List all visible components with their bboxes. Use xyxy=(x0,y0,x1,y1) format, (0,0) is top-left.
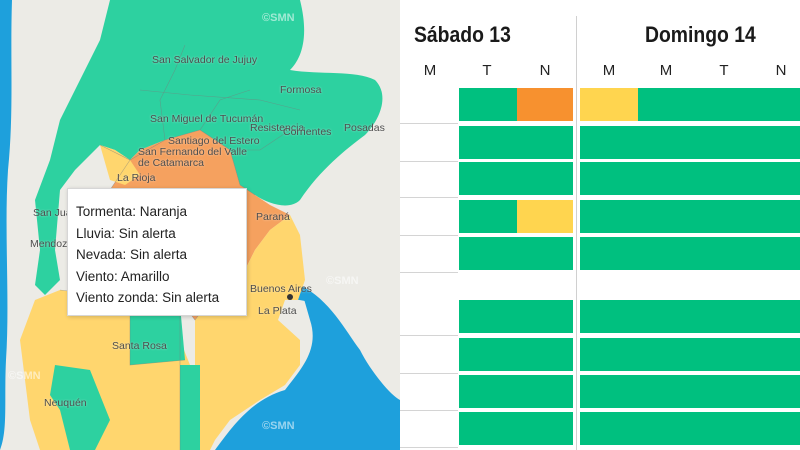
tooltip-line-nevada: Nevada: Sin alerta xyxy=(76,247,188,263)
alert-cell-sat-n xyxy=(517,412,573,445)
alert-cell-sat-t xyxy=(459,88,517,121)
alert-cell-sun-rest xyxy=(638,200,800,233)
alert-cell-sat-n xyxy=(517,375,573,408)
alert-cell-sun-m xyxy=(580,300,638,333)
alert-cell-sun-rest xyxy=(638,88,800,121)
row-separator xyxy=(400,410,458,411)
city-label: Santa Rosa xyxy=(112,340,167,352)
alert-cell-sat-n xyxy=(517,162,573,195)
alert-cell-sun-m xyxy=(580,237,638,270)
tooltip-line-lluvia: Lluvia: Sin alerta xyxy=(76,225,176,241)
alert-cell-sat-t xyxy=(459,162,517,195)
city-label: Buenos Aires xyxy=(250,283,312,295)
alert-cell-sun-m xyxy=(580,200,638,233)
alert-cell-sat-n xyxy=(517,300,573,333)
tooltip-line-tormenta: Tormenta: Naranja xyxy=(76,204,188,219)
alert-cell-sun-rest xyxy=(638,412,800,445)
column-header: T xyxy=(482,62,492,79)
city-label: Corrientes xyxy=(283,126,332,138)
city-label: Mendoza xyxy=(30,238,74,250)
row-separator xyxy=(400,272,458,273)
alert-cell-sat-t xyxy=(459,126,517,159)
row-separator xyxy=(400,161,458,162)
row-separator xyxy=(400,235,458,236)
day-header-saturday: Sábado 13 xyxy=(414,22,511,47)
alert-cell-sat-n xyxy=(517,126,573,159)
alert-cell-sun-m xyxy=(580,375,638,408)
column-header: T xyxy=(719,62,729,79)
alert-cell-sun-rest xyxy=(638,237,800,270)
alert-cell-sun-rest xyxy=(638,375,800,408)
alert-cell-sat-n xyxy=(517,200,573,233)
row-separator xyxy=(400,373,458,374)
column-header: N xyxy=(539,62,551,79)
city-marker-ba xyxy=(287,294,293,300)
region-green-south xyxy=(180,365,200,450)
tooltip-line-viento: Viento: Amarillo xyxy=(76,268,170,284)
watermark: ©SMN xyxy=(262,420,295,432)
alert-cell-sat-t xyxy=(459,237,517,270)
city-label: Paraná xyxy=(256,211,290,223)
city-label: La Rioja xyxy=(117,172,156,184)
region-tooltip: Tormenta: Naranja Lluvia: Sin alerta Nev… xyxy=(67,188,247,316)
alert-cell-sat-t xyxy=(459,338,517,371)
city-label: San Miguel de Tucumán xyxy=(150,113,264,125)
alert-cell-sat-t xyxy=(459,412,517,445)
alert-cell-sun-m xyxy=(580,412,638,445)
alert-cell-sun-rest xyxy=(638,126,800,159)
watermark: ©SMN xyxy=(8,370,41,382)
row-separator xyxy=(400,335,458,336)
column-header: M xyxy=(602,62,616,79)
alert-cell-sun-m xyxy=(580,126,638,159)
row-separator xyxy=(400,447,458,448)
watermark: ©SMN xyxy=(262,12,295,24)
alert-cell-sat-n xyxy=(517,88,573,121)
city-label: Santiago del Estero xyxy=(168,135,260,147)
alert-cell-sat-t xyxy=(459,300,517,333)
region-green-neuquen xyxy=(50,365,110,450)
city-label: La Plata xyxy=(258,305,297,317)
alert-cell-sat-t xyxy=(459,200,517,233)
row-separator xyxy=(400,197,458,198)
alert-cell-sun-m xyxy=(580,338,638,371)
ocean-east xyxy=(215,285,400,450)
region-green-pampa xyxy=(130,305,185,365)
alert-cell-sun-rest xyxy=(638,300,800,333)
column-header: M xyxy=(423,62,437,79)
city-label: San Fernando del Valle de Catamarca xyxy=(138,146,247,169)
row-separator xyxy=(400,123,458,124)
city-label: Formosa xyxy=(280,84,322,96)
city-label: Resistencia xyxy=(250,122,305,134)
alert-cell-sun-m xyxy=(580,162,638,195)
city-label: San Salvador de Jujuy xyxy=(152,54,258,66)
city-label: Posadas xyxy=(344,122,385,134)
ocean-west xyxy=(0,0,12,450)
column-header: M xyxy=(659,62,673,79)
watermark: ©SMN xyxy=(326,275,359,287)
day-header-sunday: Domingo 14 xyxy=(645,22,756,47)
alert-cell-sat-n xyxy=(517,338,573,371)
region-yellow-ba xyxy=(195,215,305,450)
map-canvas xyxy=(0,0,400,450)
day-divider xyxy=(576,16,577,450)
column-header: N xyxy=(775,62,787,79)
alert-cell-sat-n xyxy=(517,237,573,270)
region-green-west xyxy=(35,250,60,295)
city-label: Neuquén xyxy=(44,397,87,409)
alert-cell-sun-rest xyxy=(638,162,800,195)
alert-cell-sun-m xyxy=(580,88,638,121)
city-label: San Juan xyxy=(33,207,78,219)
region-yellow-larioja xyxy=(100,145,140,185)
tooltip-line-zonda: Viento zonda: Sin alerta xyxy=(76,290,220,306)
alert-map[interactable]: San Salvador de Jujuy Formosa San Miguel… xyxy=(0,0,400,450)
alert-cell-sun-rest xyxy=(638,338,800,371)
region-green-north xyxy=(35,0,383,250)
alert-cell-sat-t xyxy=(459,375,517,408)
